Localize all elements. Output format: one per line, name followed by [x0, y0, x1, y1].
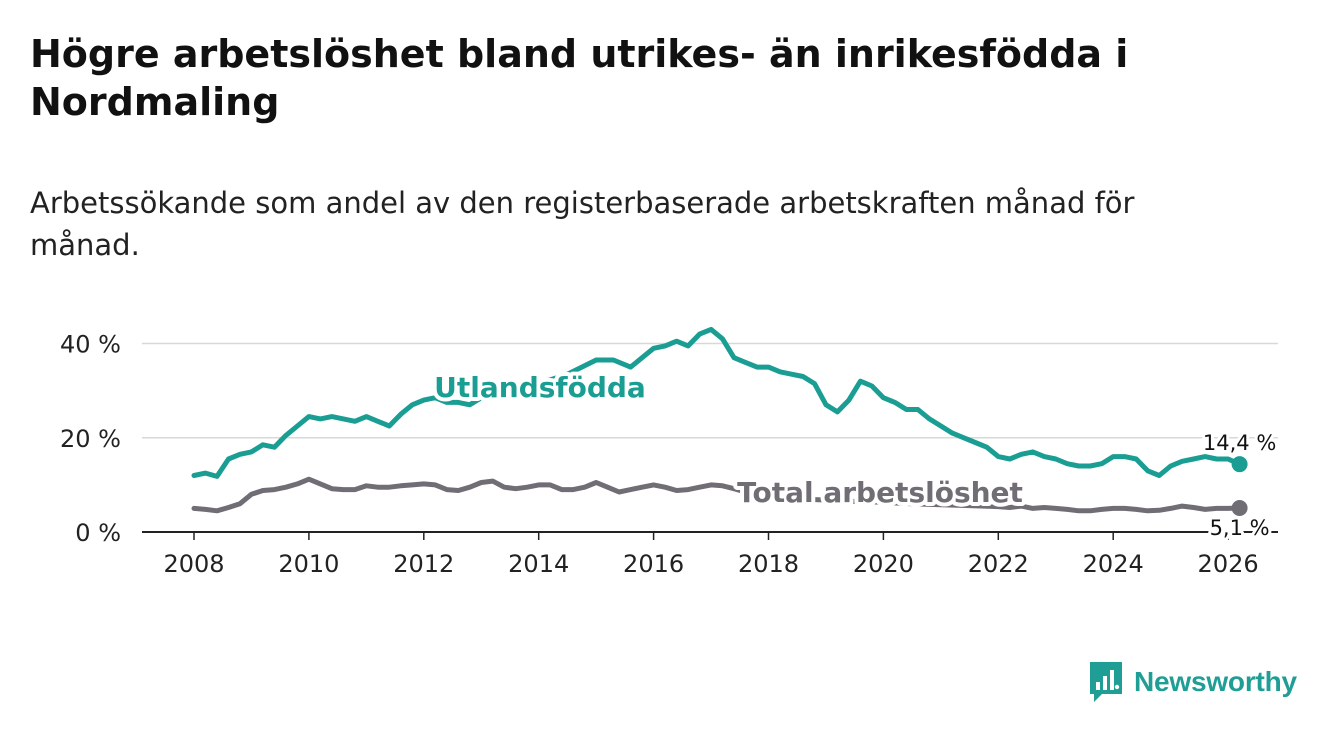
- x-tick-label: 2022: [968, 550, 1029, 578]
- chart-title: Högre arbetslöshet bland utrikes- än inr…: [30, 32, 1129, 124]
- x-tick-label: 2018: [738, 550, 799, 578]
- x-tick-label: 2010: [278, 550, 339, 578]
- series-line-utlandsfodda: [191, 326, 1243, 479]
- y-tick-label: 0 %: [75, 519, 121, 547]
- newsworthy-brand-name: Newsworthy: [1134, 666, 1297, 697]
- series-label-total: Total arbetslöshet: [737, 476, 1023, 509]
- end-value-label-utlandsfodda: 14,4 %: [1203, 431, 1276, 455]
- x-tick-label: 2020: [853, 550, 914, 578]
- series-label-utlandsfodda: Utlandsfödda: [434, 371, 646, 404]
- newsworthy-logo-icon: [1090, 662, 1122, 702]
- x-tick-label: 2024: [1083, 550, 1144, 578]
- y-tick-label: 40 %: [60, 331, 121, 359]
- series-line-total: [191, 476, 1243, 514]
- x-tick-label: 2014: [508, 550, 569, 578]
- x-tick-label: 2016: [623, 550, 684, 578]
- newsworthy-logo: Newsworthy: [1088, 660, 1297, 704]
- end-marker-utlandsfodda: [1231, 456, 1248, 473]
- x-tick-label: 2008: [163, 550, 224, 578]
- chart-subtitle: Arbetssökande som andel av den registerb…: [30, 186, 1135, 262]
- end-marker-total: [1231, 499, 1248, 516]
- line-chart: 0 % 20 % 40 % 2008 2010 2012 2014 2016 2018 2020 2…: [60, 326, 1279, 578]
- x-tick-label: 2026: [1198, 550, 1259, 578]
- y-tick-label: 20 %: [60, 425, 121, 453]
- end-value-label-total: 5,1 %: [1210, 516, 1270, 540]
- x-tick-label: 2012: [393, 550, 454, 578]
